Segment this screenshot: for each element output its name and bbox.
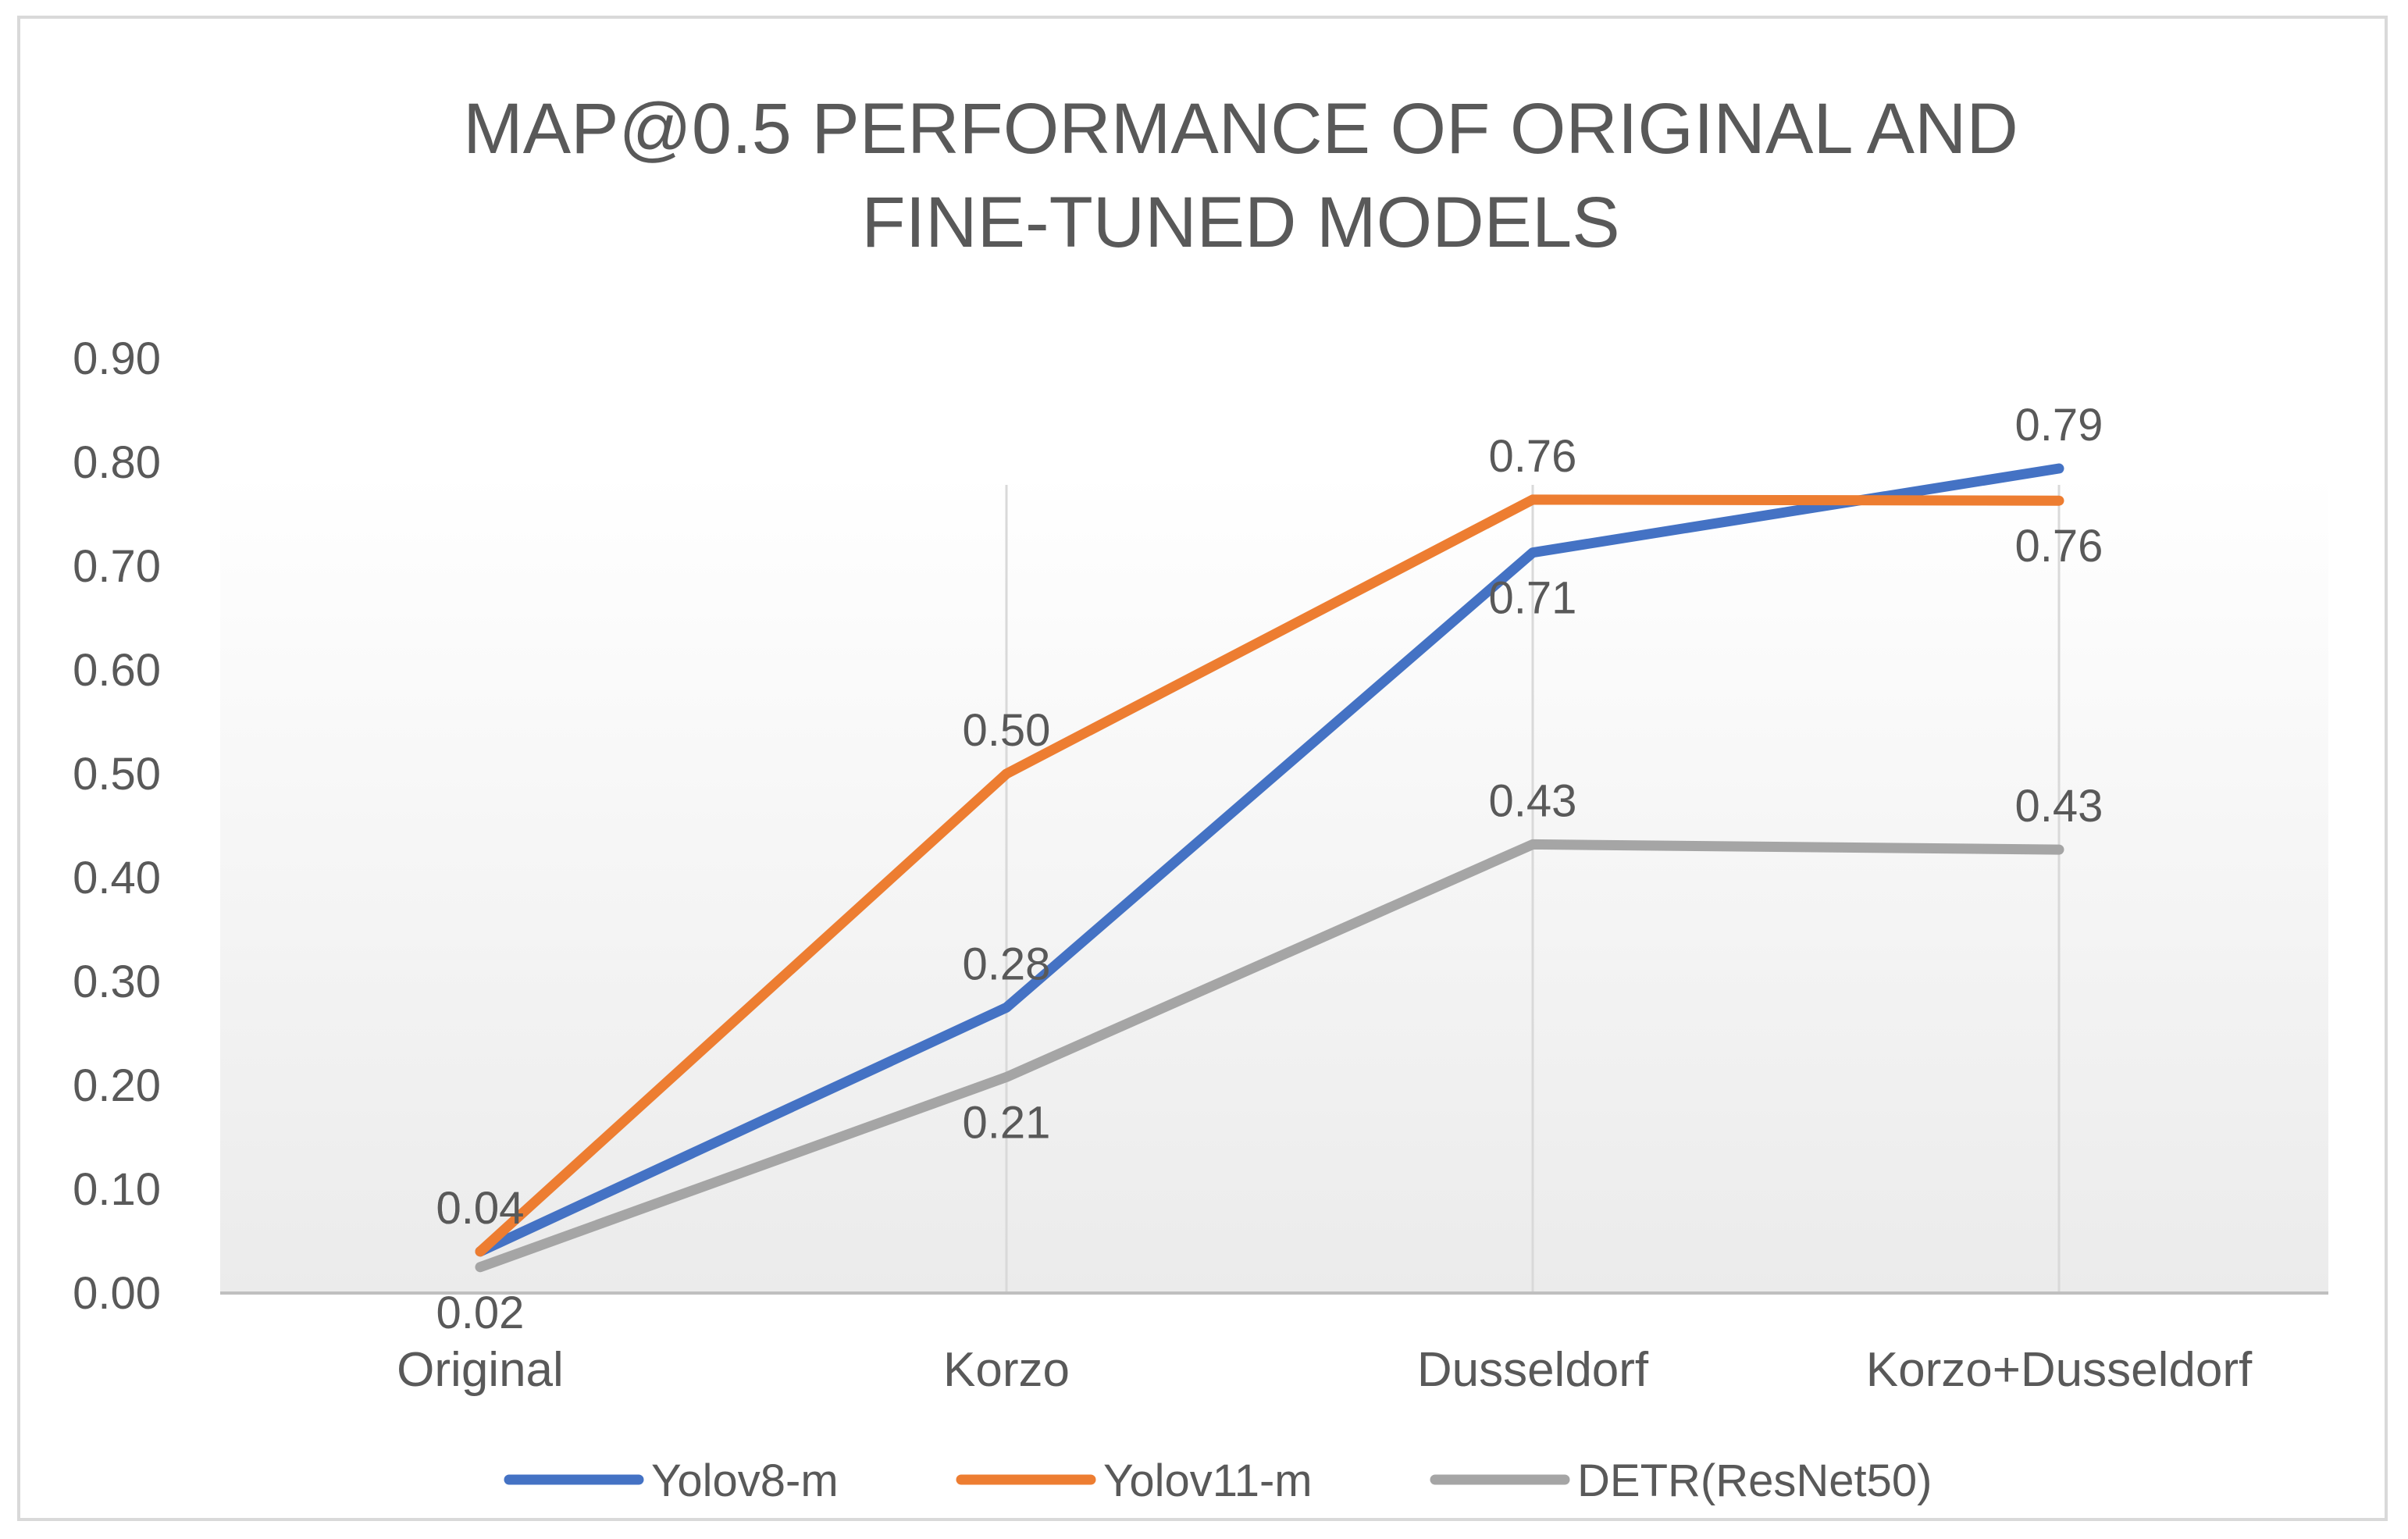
chart-frame: MAP@0.5 PERFORMANCE OF ORIGINAL AND FINE… — [17, 16, 2388, 1521]
y-axis-tick-labels: 0.00 0.10 0.20 0.30 0.40 0.50 0.60 0.70 0.80 0.90 — [73, 333, 161, 1319]
legend-item: DETR(ResNet50) — [1430, 1455, 1932, 1506]
legend-item: Yolov11-m — [956, 1455, 1313, 1506]
data-labels: 0.040.280.710.790.040.500.760.760.020.21… — [436, 400, 2103, 1338]
x-category-label: Korzo — [943, 1343, 1070, 1397]
x-axis-category-labels: Original Korzo Dusseldorf Korzo+Dusseldorf — [397, 1343, 2253, 1397]
y-tick-label: 0.20 — [73, 1060, 161, 1111]
data-label: 0.76 — [2015, 521, 2103, 572]
series-line-yolov8-m — [475, 463, 2064, 1257]
legend: Yolov8-m Yolov11-m DETR(ResNet50) — [504, 1455, 1932, 1506]
legend-item: Yolov8-m — [504, 1455, 839, 1506]
y-tick-label: 0.50 — [73, 749, 161, 800]
y-tick-label: 0.60 — [73, 645, 161, 696]
data-label: 0.50 — [963, 705, 1051, 756]
y-tick-label: 0.00 — [73, 1268, 161, 1319]
chart-title-line-2: FINE-TUNED MODELS — [861, 183, 1619, 262]
y-tick-label: 0.10 — [73, 1164, 161, 1215]
data-label: 0.43 — [2015, 781, 2103, 832]
data-label: 0.71 — [1489, 573, 1577, 624]
legend-label: DETR(ResNet50) — [1577, 1455, 1932, 1506]
data-label: 0.43 — [1489, 775, 1577, 826]
data-label: 0.04 — [436, 1183, 525, 1234]
series-line-yolov11-m — [475, 494, 2064, 1257]
plot-area-background — [220, 472, 2328, 1293]
y-tick-label: 0.30 — [73, 957, 161, 1007]
data-label: 0.21 — [963, 1097, 1051, 1148]
data-label: 0.04 — [436, 1183, 525, 1234]
y-tick-label: 0.40 — [73, 853, 161, 903]
y-tick-label: 0.70 — [73, 541, 161, 592]
data-label: 0.76 — [1489, 431, 1577, 482]
data-label: 0.02 — [436, 1288, 525, 1338]
legend-label: Yolov11-m — [1103, 1455, 1313, 1506]
line-chart: MAP@0.5 PERFORMANCE OF ORIGINAL AND FINE… — [73, 89, 2328, 1506]
chart-title-line-1: MAP@0.5 PERFORMANCE OF ORIGINAL AND — [463, 89, 2018, 169]
series-lines — [475, 463, 2064, 1273]
data-label: 0.28 — [963, 939, 1051, 989]
y-tick-label: 0.80 — [73, 437, 161, 488]
chart-title: MAP@0.5 PERFORMANCE OF ORIGINAL AND FINE… — [463, 89, 2018, 262]
y-tick-label: 0.90 — [73, 333, 161, 384]
data-label: 0.79 — [2015, 400, 2103, 451]
legend-label: Yolov8-m — [651, 1455, 839, 1506]
series-line-detr-resnet50- — [475, 839, 2064, 1273]
vertical-gridlines — [1005, 485, 2061, 1293]
x-category-label: Korzo+Dusseldorf — [1866, 1343, 2253, 1397]
x-category-label: Original — [397, 1343, 564, 1397]
x-category-label: Dusseldorf — [1417, 1343, 1649, 1397]
